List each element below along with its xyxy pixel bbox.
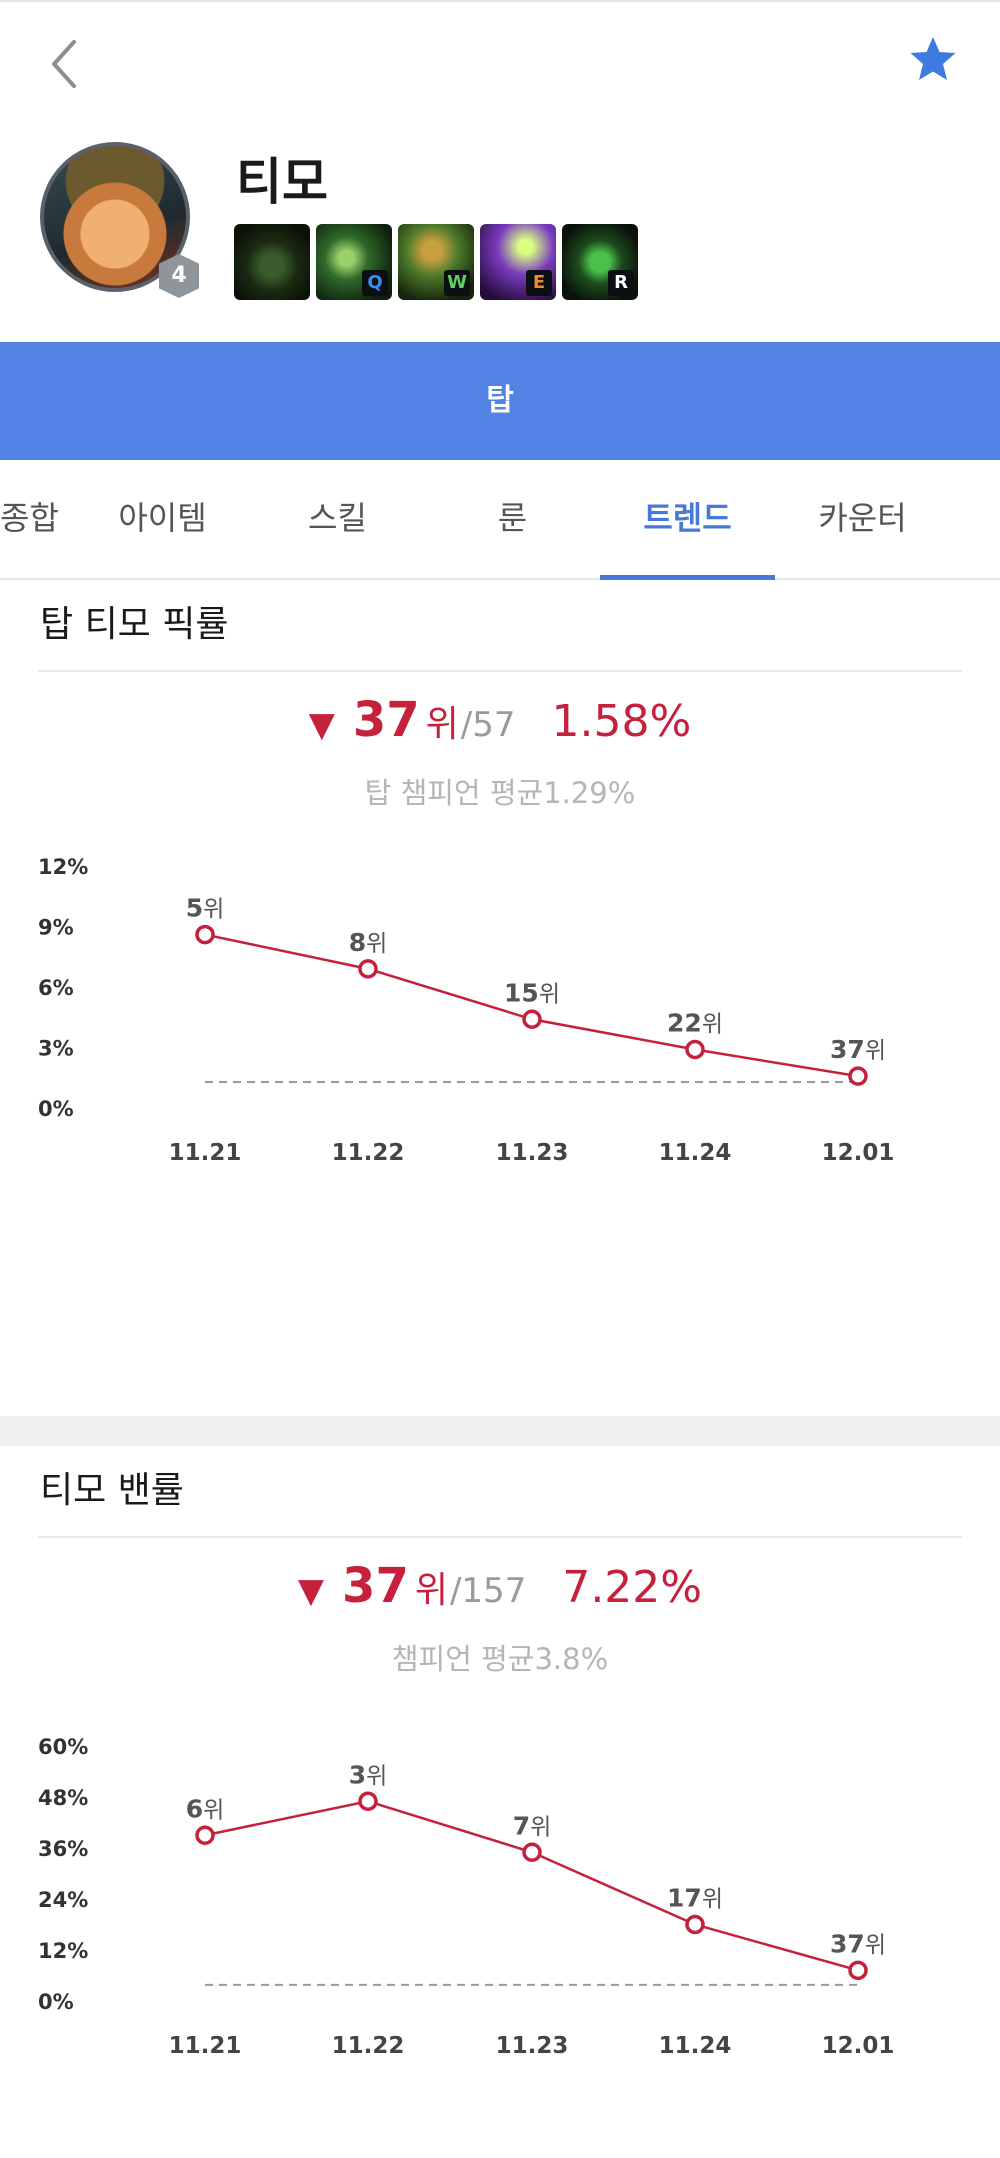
x-tick-label: 11.23: [496, 1140, 569, 1166]
ban-rate-title: 티모 밴률: [40, 1470, 184, 1511]
rank-label: 22위: [667, 1009, 723, 1038]
skill-list: Q W E R: [234, 224, 638, 300]
pick-rate-value: 1.58%: [551, 696, 692, 747]
ban-rate-chart: 0% 12% 24% 36% 48% 60% 11.21 11.22 11.23 11.24 12.…: [38, 1735, 895, 2059]
champion-portrait: 4: [40, 142, 199, 300]
y-tick-label: 60%: [38, 1735, 88, 1759]
x-tick-label: 11.24: [659, 2033, 732, 2059]
x-tick-label: 11.22: [332, 1140, 405, 1166]
passive-skill-icon[interactable]: [234, 224, 310, 300]
x-tick-label: 11.23: [496, 2033, 569, 2059]
x-tick-label: 12.01: [822, 1140, 895, 1166]
data-point[interactable]: [195, 924, 215, 945]
pick-rate-chart: 0% 3% 6% 9% 12% 11.21 11.22 11.23 11.24 12.01 5위 8위…: [38, 855, 895, 1166]
x-tick-label: 12.01: [822, 2033, 895, 2059]
data-point[interactable]: [848, 1960, 868, 1981]
data-point[interactable]: [685, 1914, 705, 1935]
pick-rate-card: 탑 티모 픽률 ▼ 37 위/57 1.58% 탑 챔피언 평균1.29% 0% 3% 6…: [0, 580, 1000, 1416]
y-tick-label: 6%: [38, 976, 74, 1000]
champion-level-badge: 4: [159, 254, 199, 298]
y-tick-label: 12%: [38, 1939, 88, 1963]
ban-rank-unit: 위: [414, 1570, 448, 1611]
lane-selector[interactable]: 탑: [0, 342, 1000, 460]
tab-runes[interactable]: 룬: [497, 499, 528, 537]
rank-label: 3위: [349, 1760, 388, 1789]
tab-trend[interactable]: 트렌드: [600, 460, 775, 580]
tab-bar: 종합 아이템 스킬 룬 트렌드 카운터: [0, 460, 1000, 580]
pick-rank-unit: 위: [425, 704, 459, 745]
q-skill-icon[interactable]: Q: [316, 224, 392, 300]
trend-down-icon: ▼: [297, 1571, 325, 1611]
data-point[interactable]: [685, 1039, 705, 1060]
rank-label: 37위: [830, 1929, 886, 1958]
data-point[interactable]: [522, 1842, 542, 1862]
y-tick-label: 0%: [38, 1990, 74, 2014]
skill-key-e: E: [526, 270, 552, 296]
e-skill-icon[interactable]: E: [480, 224, 556, 300]
rank-label: 15위: [504, 978, 560, 1007]
tab-skills[interactable]: 스킬: [308, 499, 367, 537]
rank-label: 8위: [349, 928, 388, 957]
w-skill-icon[interactable]: W: [398, 224, 474, 300]
ban-rate-average: 챔피언 평균3.8%: [391, 1642, 609, 1676]
star-icon[interactable]: [908, 34, 958, 84]
y-tick-label: 9%: [38, 916, 74, 940]
x-tick-label: 11.24: [659, 1140, 732, 1166]
pick-rank: 37: [352, 692, 420, 748]
pick-rate-summary: ▼ 37 위/57 1.58%: [0, 692, 1000, 748]
y-tick-label: 48%: [38, 1786, 88, 1810]
x-tick-label: 11.21: [169, 2033, 242, 2059]
rank-label: 6위: [186, 1794, 225, 1823]
ban-rate-card: 티모 밴률 ▼ 37 위/157 7.22% 챔피언 평균3.8% 0% 12% 24% 3…: [0, 1446, 1000, 2158]
skill-key-q: Q: [362, 270, 388, 296]
data-point[interactable]: [522, 1009, 542, 1030]
champion-name: 티모: [236, 153, 328, 211]
tab-counter[interactable]: 카운터: [818, 499, 907, 537]
y-tick-label: 3%: [38, 1037, 74, 1061]
chevron-left-icon[interactable]: [44, 36, 84, 92]
x-tick-label: 11.21: [169, 1140, 242, 1166]
divider: [38, 1536, 962, 1538]
rank-label: 17위: [667, 1884, 723, 1913]
data-point[interactable]: [848, 1066, 868, 1086]
tab-overview[interactable]: 종합: [0, 499, 59, 537]
skill-key-w: W: [444, 270, 470, 296]
data-point[interactable]: [358, 959, 378, 979]
ban-rank: 37: [342, 1558, 409, 1614]
rank-label: 7위: [513, 1811, 552, 1840]
ban-rate-value: 7.22%: [562, 1562, 703, 1613]
data-point[interactable]: [358, 1791, 378, 1811]
rank-label: 5위: [186, 894, 225, 923]
r-skill-icon[interactable]: R: [562, 224, 638, 300]
pick-rate-average: 탑 챔피언 평균1.29%: [364, 776, 636, 810]
x-tick-label: 11.22: [332, 2033, 405, 2059]
divider: [38, 670, 962, 672]
champion-avatar: [40, 142, 190, 292]
ban-rank-total: /157: [449, 1571, 527, 1611]
tab-items[interactable]: 아이템: [118, 499, 207, 537]
y-tick-label: 36%: [38, 1837, 88, 1861]
y-tick-label: 0%: [38, 1097, 74, 1121]
data-point[interactable]: [195, 1825, 215, 1845]
pick-rate-title: 탑 티모 픽률: [40, 604, 229, 645]
ban-rate-summary: ▼ 37 위/157 7.22%: [0, 1558, 1000, 1614]
trend-down-icon: ▼: [308, 705, 335, 745]
champion-header: 4 티모 Q W E R: [0, 0, 1000, 342]
skill-key-r: R: [608, 270, 634, 296]
pick-rank-total: /57: [460, 705, 516, 745]
y-tick-label: 12%: [38, 855, 88, 879]
rank-label: 37위: [830, 1035, 886, 1064]
y-tick-label: 24%: [38, 1888, 88, 1912]
